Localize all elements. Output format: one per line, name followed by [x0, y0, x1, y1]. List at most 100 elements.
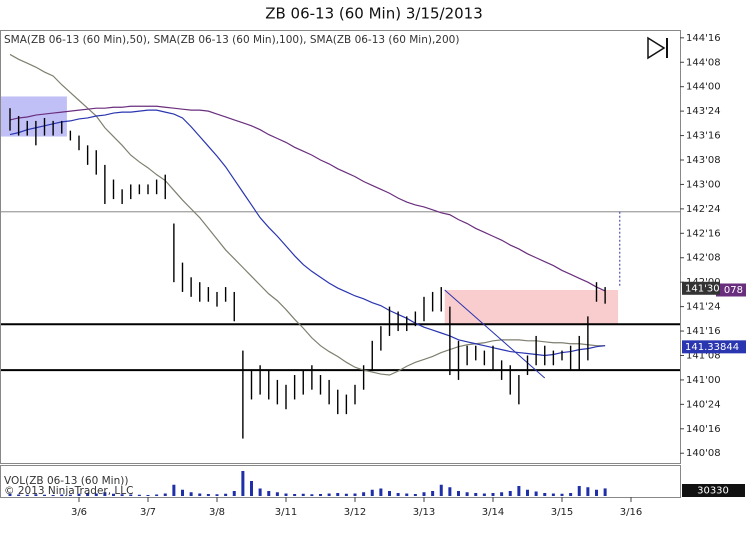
volume-bar [319, 494, 322, 496]
volume-bar [284, 493, 288, 496]
volume-bar [336, 493, 340, 496]
volume-bar [491, 493, 495, 496]
play-icon[interactable] [647, 36, 668, 60]
x-tick-label: 3/16 [620, 507, 642, 518]
volume-bar [163, 493, 167, 496]
volume-bar [327, 493, 331, 496]
volume-bar [500, 492, 504, 496]
volume-bar [250, 481, 253, 496]
x-tick-label: 3/15 [551, 507, 573, 518]
y-tick-label: 143'08 [686, 155, 721, 166]
price-area [1, 53, 680, 439]
zone [1, 96, 67, 137]
volume-bar [206, 494, 210, 496]
x-tick-label: 3/7 [140, 507, 156, 518]
price-marker [682, 340, 746, 354]
price-panel [0, 30, 681, 464]
volume-bar [224, 493, 228, 496]
y-tick-label: 141'00 [686, 375, 721, 386]
volume-bar [8, 494, 12, 496]
x-tick-label: 3/14 [482, 507, 504, 518]
volume-bar [68, 494, 72, 496]
volume-bar [172, 484, 176, 496]
y-tick-label: 142'24 [686, 204, 721, 215]
volume-bar [551, 493, 555, 496]
legend: SMA(ZB 06-13 (60 Min),50), SMA(ZB 06-13 … [4, 34, 459, 46]
volume-bar [474, 493, 478, 496]
volume-bar [146, 495, 150, 496]
sma-line [9, 53, 606, 376]
x-tick-label: 3/13 [413, 507, 435, 518]
volume-bar [241, 471, 245, 496]
zone [444, 289, 619, 325]
y-tick-label: 143'16 [686, 131, 721, 142]
y-tick-label: 141'08 [686, 350, 721, 361]
price-marker [716, 283, 746, 297]
copyright: © 2013 NinjaTrader, LLC [4, 485, 133, 497]
volume-bar [465, 492, 469, 496]
volume-bar [413, 494, 417, 496]
volume-bar [353, 493, 357, 496]
volume-bar [482, 493, 486, 496]
volume-bar [86, 493, 90, 496]
x-tick-label: 3/12 [344, 507, 366, 518]
volume-bar [301, 493, 305, 496]
y-tick-label: 142'08 [686, 253, 721, 264]
volume-bar [431, 491, 435, 496]
chart-title: ZB 06-13 (60 Min) 3/15/2013 [265, 5, 483, 23]
volume-bar [112, 493, 115, 496]
volume-bar [379, 488, 383, 496]
x-tick-label: 3/11 [275, 507, 297, 518]
y-tick-label: 141'16 [686, 326, 721, 337]
y-tick-label: 142'16 [686, 228, 721, 239]
price-marker [682, 281, 720, 295]
volume-bar [17, 494, 21, 496]
volume-bar [198, 493, 202, 496]
volume-bar [275, 492, 279, 496]
volume-bar [77, 493, 81, 496]
volume-bar [577, 486, 581, 496]
sma-line [9, 105, 606, 292]
volume-bar [388, 491, 391, 496]
volume-bar [181, 489, 184, 496]
volume-bar [137, 494, 141, 496]
volume-bar [267, 491, 271, 496]
volume-bar [43, 494, 46, 496]
volume-bar [103, 492, 107, 496]
volume-bar [94, 493, 98, 496]
volume-bar [60, 494, 64, 496]
volume-bar [534, 491, 538, 496]
volume-bar [603, 488, 607, 496]
volume-bar [439, 484, 443, 496]
volume-bar [370, 489, 374, 496]
volume-bar [189, 492, 193, 496]
volume-bar [448, 487, 452, 496]
y-tick-label: 143'24 [686, 106, 721, 117]
volume-bar [258, 488, 262, 496]
y-tick-label: 141'24 [686, 302, 721, 313]
volume-marker-label: 30330 [697, 486, 729, 497]
volume-bar [526, 489, 529, 496]
price-marker-label: 078 [724, 285, 743, 296]
volume-bar [155, 494, 159, 496]
volume-bar [457, 491, 460, 496]
volume-bar [543, 493, 547, 496]
y-tick-label: 144'00 [686, 82, 721, 93]
sma-line [9, 109, 606, 357]
volume-bar [120, 494, 124, 496]
volume-bar [34, 494, 38, 496]
volume-bar [586, 487, 590, 496]
y-tick-label: 140'16 [686, 424, 721, 435]
volume-bar [51, 495, 55, 496]
y-tick-label: 144'08 [686, 57, 721, 68]
volume-bar [405, 493, 409, 496]
volume-title: VOL(ZB 06-13 (60 Min)) [4, 475, 128, 487]
volume-bar [215, 494, 219, 496]
y-tick-label: 140'08 [686, 448, 721, 459]
volume-bar [595, 489, 598, 496]
x-tick-label: 3/6 [71, 507, 87, 518]
volume-marker [682, 484, 745, 497]
volume-bar [517, 486, 521, 496]
volume-bar [362, 492, 366, 496]
